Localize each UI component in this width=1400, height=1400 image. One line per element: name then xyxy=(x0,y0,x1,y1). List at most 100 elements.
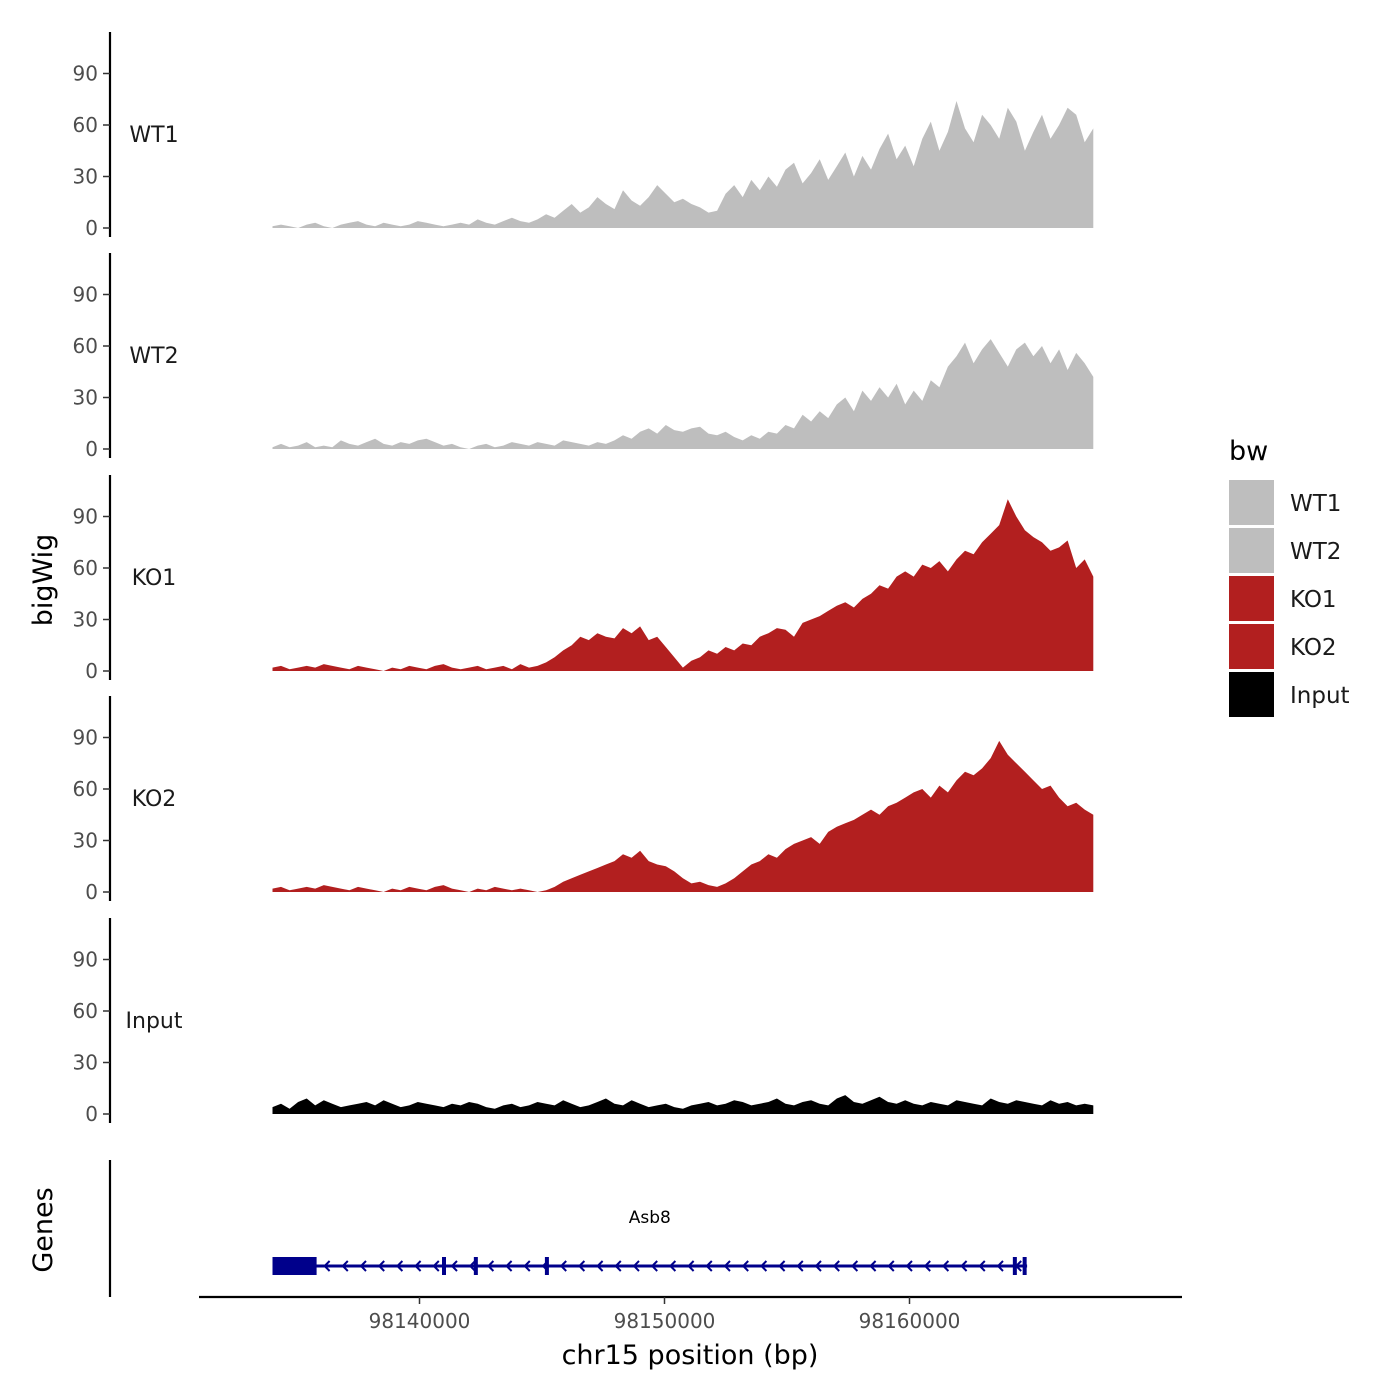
track-label: KO2 xyxy=(132,787,177,812)
gene-exon-mark xyxy=(1022,1257,1027,1275)
strand-arrow xyxy=(1014,1260,1022,1272)
gene-exon-block xyxy=(272,1257,317,1275)
strand-arrow xyxy=(941,1260,950,1272)
track-ko2: 0 30 60 90 KO2 xyxy=(73,696,1094,904)
y-tick-label: 0 xyxy=(85,437,98,461)
strand-arrow xyxy=(559,1260,567,1272)
y-tick-label: 0 xyxy=(85,1102,98,1126)
x-tick-label: 98140000 xyxy=(369,1309,471,1333)
strand-arrow xyxy=(614,1260,622,1272)
y-tick-label: 90 xyxy=(73,62,98,86)
strand-arrow xyxy=(850,1260,859,1272)
legend-label-ko2: KO2 xyxy=(1290,635,1337,661)
area-ko1 xyxy=(272,499,1094,671)
strand-arrow xyxy=(577,1260,586,1272)
legend-swatch-wt2 xyxy=(1229,528,1274,573)
area-wt2 xyxy=(272,339,1094,449)
strand-arrow xyxy=(323,1260,331,1272)
strand-arrow xyxy=(341,1260,349,1272)
track-ko1: 0 30 60 90 KO1 xyxy=(73,475,1094,683)
strand-arrow xyxy=(486,1260,495,1272)
gene-exon-mark xyxy=(544,1257,549,1275)
y-tick-label: 90 xyxy=(73,505,98,529)
strand-arrow xyxy=(887,1260,895,1272)
strand-arrow xyxy=(814,1260,822,1272)
strand-arrow xyxy=(414,1260,422,1272)
y-tick-label: 0 xyxy=(85,216,98,240)
strand-arrow xyxy=(705,1260,713,1272)
y-tick-label: 60 xyxy=(73,556,98,580)
track-label: WT1 xyxy=(129,123,178,148)
x-axis-title: chr15 position (bp) xyxy=(562,1340,819,1371)
y-tick-label: 0 xyxy=(85,659,98,683)
y-tick-label: 30 xyxy=(73,165,98,189)
y-tick-label: 90 xyxy=(73,726,98,750)
track-input: 0 30 60 90 Input xyxy=(73,918,1094,1126)
strand-arrow xyxy=(523,1260,531,1272)
strand-arrow xyxy=(687,1260,695,1272)
strand-arrow xyxy=(668,1260,677,1272)
y-tick-label: 30 xyxy=(73,1051,98,1075)
y-tick-label: 90 xyxy=(73,948,98,972)
legend-swatch-ko1 xyxy=(1229,576,1274,621)
x-tick-label: 98160000 xyxy=(859,1309,961,1333)
strand-arrow xyxy=(960,1260,968,1272)
strand-arrow xyxy=(923,1260,931,1272)
y-tick-label: 30 xyxy=(73,829,98,853)
strand-arrow xyxy=(377,1260,385,1272)
strand-arrow xyxy=(778,1260,786,1272)
legend-swatch-wt1 xyxy=(1229,480,1274,525)
y-tick-label: 60 xyxy=(73,334,98,358)
track-label: WT2 xyxy=(129,344,178,369)
track-label: KO1 xyxy=(132,566,177,591)
strand-arrow xyxy=(596,1260,604,1272)
x-tick-label: 98150000 xyxy=(614,1309,716,1333)
y-tick-label: 90 xyxy=(73,283,98,307)
legend-label-wt1: WT1 xyxy=(1290,491,1341,517)
legend-swatch-ko2 xyxy=(1229,624,1274,669)
gene-asb8: Asb8 xyxy=(272,1208,1028,1275)
y-tick-label: 60 xyxy=(73,777,98,801)
gene-exon-mark xyxy=(473,1257,478,1275)
strand-arrow xyxy=(978,1260,986,1272)
legend: bw WT1 WT2 KO1 KO2 Input xyxy=(1229,436,1350,717)
legend-label-input: Input xyxy=(1290,683,1350,709)
strand-arrow xyxy=(395,1260,404,1272)
signal-tracks: 0 30 60 90 WT1 0 30 60 90 WT2 0 30 60 90 KO1 0 30 60 90 KO2… xyxy=(73,32,1094,1126)
strand-arrow xyxy=(632,1260,640,1272)
strand-arrow xyxy=(432,1260,440,1272)
track-wt1: 0 30 60 90 WT1 xyxy=(73,32,1094,240)
legend-label-ko1: KO1 xyxy=(1290,587,1337,613)
strand-arrow xyxy=(832,1260,840,1272)
x-axis: 98140000 98150000 98160000 xyxy=(199,1295,1182,1333)
y-axis-title: bigWig xyxy=(28,534,59,627)
area-input xyxy=(272,1095,1094,1114)
genes-axis-title: Genes xyxy=(28,1187,59,1272)
y-tick-label: 30 xyxy=(73,608,98,632)
y-tick-label: 60 xyxy=(73,113,98,137)
strand-arrow xyxy=(541,1260,549,1272)
y-tick-label: 60 xyxy=(73,999,98,1023)
area-ko2 xyxy=(272,740,1094,892)
genes-panel: Asb8 xyxy=(108,1160,1028,1297)
strand-arrow xyxy=(759,1260,768,1272)
area-wt1 xyxy=(272,101,1094,228)
strand-arrow xyxy=(359,1260,367,1272)
track-label: Input xyxy=(126,1009,183,1034)
strand-arrow xyxy=(741,1260,749,1272)
strand-arrow xyxy=(869,1260,877,1272)
strand-arrow xyxy=(505,1260,513,1272)
strand-arrow xyxy=(723,1260,731,1272)
strand-arrow xyxy=(996,1260,1004,1272)
strand-arrow xyxy=(468,1260,476,1272)
gene-exon-mark xyxy=(442,1257,446,1275)
track-wt2: 0 30 60 90 WT2 xyxy=(73,253,1094,461)
legend-label-wt2: WT2 xyxy=(1290,539,1341,565)
y-tick-label: 30 xyxy=(73,386,98,410)
strand-arrow xyxy=(650,1260,658,1272)
legend-swatch-input xyxy=(1229,672,1274,717)
y-tick-label: 0 xyxy=(85,880,98,904)
strand-arrow xyxy=(905,1260,913,1272)
strand-arrow xyxy=(796,1260,804,1272)
